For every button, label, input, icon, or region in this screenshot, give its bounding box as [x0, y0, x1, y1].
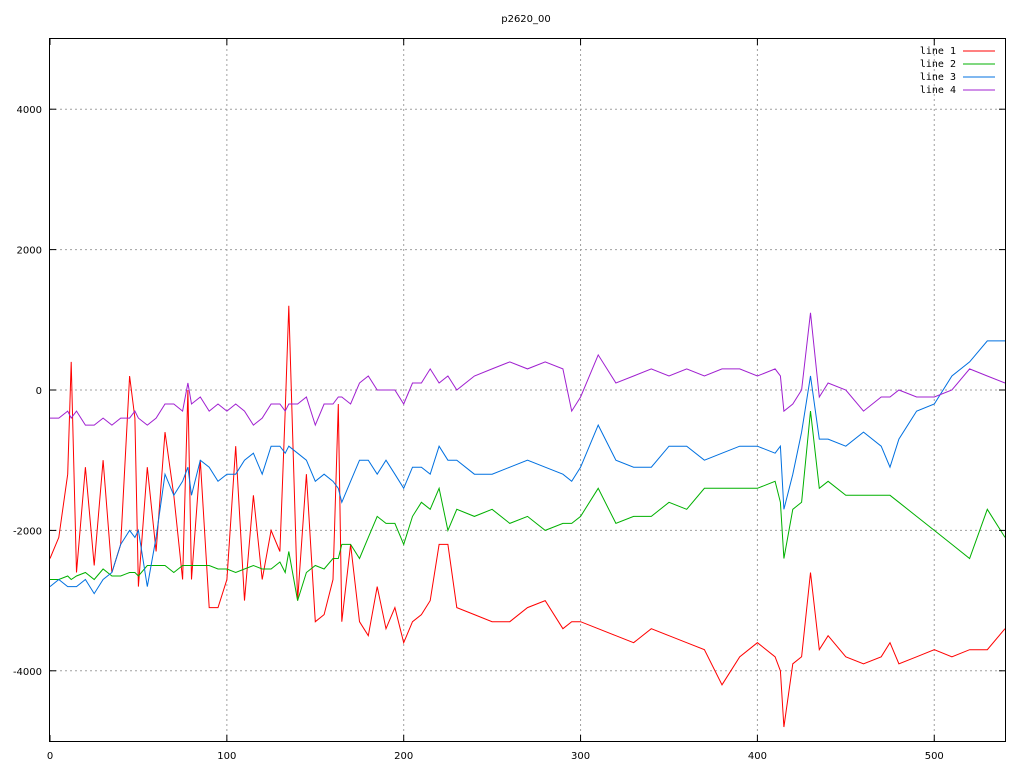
y-tick-label: -2000	[13, 526, 42, 537]
x-tick-label: 0	[47, 751, 53, 762]
legend-label: line 4	[920, 85, 956, 96]
series-line-2	[50, 411, 1006, 601]
y-tick-label: 4000	[17, 105, 42, 116]
x-axis-ticks: 0 100 200 300 400 500	[47, 39, 944, 762]
series-line-1	[49, 305, 1006, 728]
y-tick-label: -4000	[13, 667, 42, 678]
series-line-3	[49, 340, 1005, 595]
series-line-4	[50, 312, 1006, 427]
legend-label: line 1	[920, 46, 956, 57]
chart-title: p2620_00	[501, 14, 551, 25]
y-tick-label: 0	[36, 386, 42, 397]
x-tick-label: 500	[925, 751, 944, 762]
x-tick-label: 200	[394, 751, 413, 762]
x-tick-label: 100	[217, 751, 236, 762]
legend: line 1 line 2 line 3 line 4	[920, 46, 995, 96]
x-tick-label: 300	[571, 751, 590, 762]
legend-label: line 2	[920, 59, 956, 70]
legend-label: line 3	[920, 72, 956, 83]
series-lines	[49, 305, 1006, 728]
y-axis-ticks: -4000 -2000 0 2000 4000	[13, 105, 1005, 678]
x-tick-label: 400	[748, 751, 767, 762]
plot-frame	[49, 38, 1006, 742]
y-tick-label: 2000	[17, 246, 42, 257]
grid-lines	[50, 39, 1005, 741]
